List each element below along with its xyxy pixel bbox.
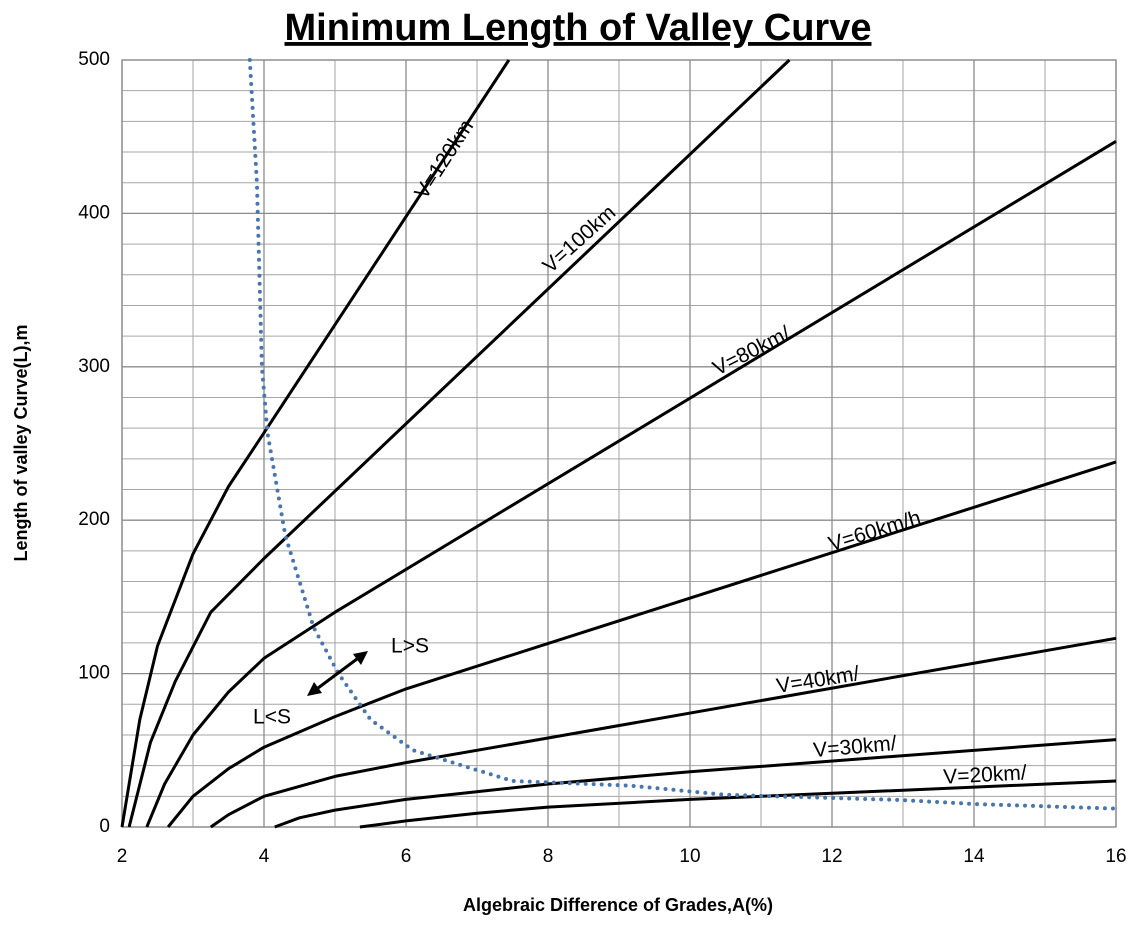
x-tick-label: 12 xyxy=(821,846,842,867)
plot-border xyxy=(121,59,1117,828)
annotation: V=80km/ xyxy=(709,322,794,380)
double-arrow xyxy=(309,651,366,696)
annotation: V=120km xyxy=(410,116,478,203)
x-tick-label: 14 xyxy=(963,846,985,867)
curve xyxy=(120,59,511,828)
y-tick-label: 400 xyxy=(78,202,110,223)
annotation: L<S xyxy=(253,706,291,729)
curve xyxy=(145,140,1117,828)
curve xyxy=(359,779,1117,829)
annotation: V=100km xyxy=(538,201,620,278)
x-tick-label: 2 xyxy=(117,846,128,867)
boundary-curve xyxy=(247,58,1118,811)
x-tick-label: 6 xyxy=(401,846,412,867)
y-tick-label: 200 xyxy=(78,509,110,530)
x-axis-label: Algebraic Difference of Grades,A(%) xyxy=(463,895,773,915)
y-tick-label: 500 xyxy=(78,49,110,70)
x-tick-label: 4 xyxy=(259,846,270,867)
curve xyxy=(274,738,1117,829)
chart-title: Minimum Length of Valley Curve xyxy=(285,7,872,49)
y-tick-label: 0 xyxy=(99,816,110,837)
curve xyxy=(209,636,1117,829)
y-axis-label: Length of valley Curve(L),m xyxy=(11,324,31,561)
arrow-head xyxy=(307,682,322,696)
annotation: V=40km/ xyxy=(775,662,861,698)
annotation: V=60km/h xyxy=(826,506,924,556)
x-tick-label: 8 xyxy=(543,846,554,867)
annotation: L>S xyxy=(391,635,429,658)
y-tick-label: 300 xyxy=(78,356,110,377)
x-tick-label: 16 xyxy=(1105,846,1126,867)
curve xyxy=(166,460,1117,828)
x-tick-label: 10 xyxy=(679,846,700,867)
arrow-head xyxy=(353,651,368,665)
y-tick-label: 100 xyxy=(78,663,110,684)
curve xyxy=(127,58,791,828)
annotation: V=20km/ xyxy=(943,761,1028,788)
